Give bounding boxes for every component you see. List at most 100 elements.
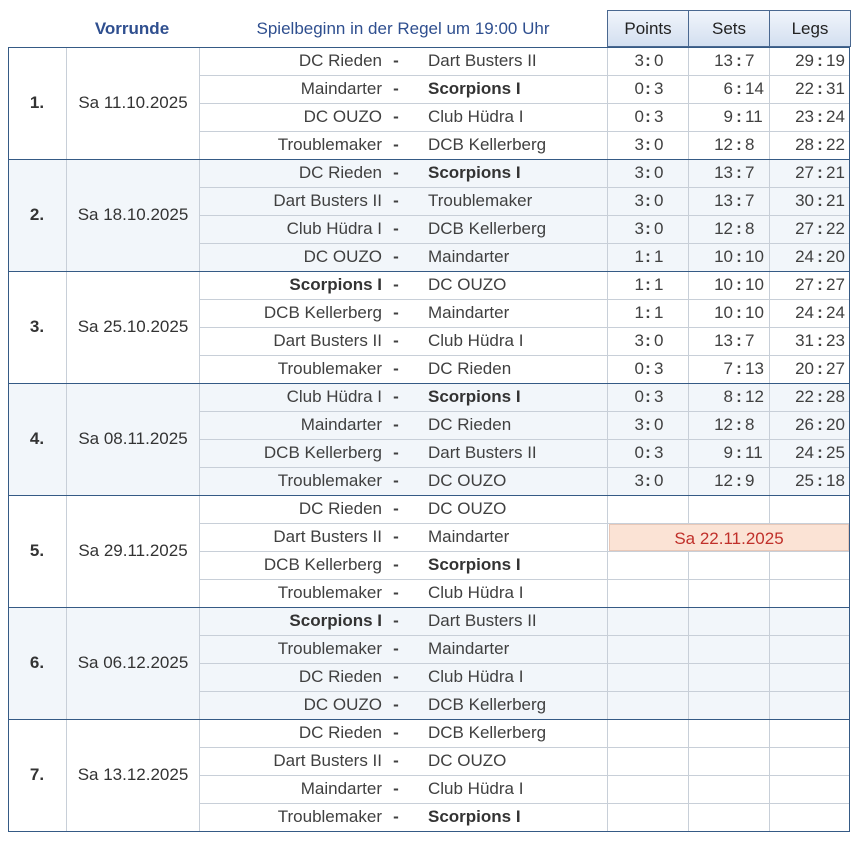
home-team: Troublemaker [277, 583, 382, 602]
points-score: 1:1 [608, 271, 688, 299]
column-divider [199, 271, 200, 383]
legs-home-value: 27 [795, 163, 814, 182]
match-row: DC Rieden - DC OUZO [200, 495, 850, 523]
points-away-value: 3 [654, 107, 664, 126]
row-divider [200, 439, 850, 440]
versus-separator: - [393, 51, 399, 70]
round-block: 6. Sa 06.12.2025 Scorpions I - Dart Busters … [8, 607, 850, 719]
legs-score: 25:18 [770, 467, 850, 495]
away-team: Club Hüdra I [428, 779, 524, 798]
column-divider [199, 607, 200, 719]
row-divider [200, 691, 850, 692]
points-score: 3:0 [608, 327, 688, 355]
points-score: 0:3 [608, 355, 688, 383]
legs-home-value: 31 [795, 331, 814, 350]
score-colon: : [817, 275, 823, 294]
away-team: Club Hüdra I [428, 331, 524, 350]
home-team: DC OUZO [303, 247, 382, 266]
column-divider [688, 495, 689, 607]
legs-score: 23:24 [770, 103, 850, 131]
score-colon: : [736, 79, 742, 98]
away-team: DC Rieden [428, 415, 512, 434]
score-colon: : [817, 191, 823, 210]
points-column-header: Points [607, 10, 689, 47]
sets-home-value: 12 [714, 471, 733, 490]
row-divider [200, 243, 850, 244]
round-divider [8, 719, 850, 720]
match-row: DCB Kellerberg - Maindarter 1:1 10:10 24:24 [200, 299, 850, 327]
versus-separator: - [393, 667, 399, 686]
round-date: Sa 25.10.2025 [77, 317, 189, 336]
points-home-value: 0 [634, 443, 644, 462]
score-colon: : [817, 79, 823, 98]
match-row: DC OUZO - Club Hüdra I 0:3 9:11 23:24 [200, 103, 850, 131]
column-divider [688, 607, 689, 719]
sets-away-value: 8 [745, 135, 755, 154]
column-divider [199, 495, 200, 607]
start-time-info: Spielbeginn in der Regel um 19:00 Uhr [256, 19, 550, 38]
score-colon: : [645, 219, 651, 238]
legs-score: 26:20 [770, 411, 850, 439]
home-team: Dart Busters II [273, 527, 382, 546]
versus-separator: - [393, 415, 399, 434]
points-score: 0:3 [608, 75, 688, 103]
sets-away-value: 10 [745, 303, 764, 322]
versus-separator: - [393, 443, 399, 462]
versus-separator: - [393, 751, 399, 770]
legs-score: 28:22 [770, 131, 850, 159]
home-team: DCB Kellerberg [263, 443, 382, 462]
sets-score: 12:8 [689, 131, 769, 159]
round-number: 5. [29, 541, 45, 560]
sets-home-value: 12 [714, 219, 733, 238]
sets-column-header: Sets [688, 10, 770, 47]
column-divider [607, 159, 608, 271]
away-team: DCB Kellerberg [428, 723, 547, 742]
score-colon: : [817, 471, 823, 490]
points-away-value: 0 [654, 331, 664, 350]
points-away-value: 3 [654, 443, 664, 462]
sets-home-value: 13 [714, 191, 733, 210]
away-team: Maindarter [428, 639, 510, 658]
legs-score: 27:22 [770, 215, 850, 243]
match-row: DC Rieden - DCB Kellerberg [200, 719, 850, 747]
row-divider [200, 467, 850, 468]
sets-home-value: 10 [714, 303, 733, 322]
column-divider [769, 383, 770, 495]
round-divider [8, 47, 850, 48]
row-divider [200, 747, 850, 748]
away-team: Dart Busters II [428, 611, 537, 630]
versus-separator: - [393, 303, 399, 322]
points-home-value: 1 [634, 303, 644, 322]
sets-home-value: 8 [723, 387, 733, 406]
round-number: 2. [29, 205, 45, 224]
column-divider [769, 271, 770, 383]
row-divider [200, 663, 850, 664]
sets-score: 13:7 [689, 47, 769, 75]
score-colon: : [645, 275, 651, 294]
match-row: DCB Kellerberg - Dart Busters II 0:3 9:11 24:… [200, 439, 850, 467]
score-colon: : [817, 219, 823, 238]
legs-home-value: 23 [795, 107, 814, 126]
points-score: 1:1 [608, 299, 688, 327]
score-colon: : [817, 51, 823, 70]
row-divider [200, 523, 850, 524]
versus-separator: - [393, 219, 399, 238]
legs-home-value: 22 [795, 79, 814, 98]
round-number: 3. [29, 317, 45, 336]
legs-home-value: 24 [795, 443, 814, 462]
away-team: DC OUZO [428, 751, 507, 770]
column-divider [66, 383, 67, 495]
home-team: DC OUZO [303, 695, 382, 714]
round-block: 7. Sa 13.12.2025 DC Rieden - DCB Kellerberg D… [8, 719, 850, 831]
round-divider [8, 159, 850, 160]
sets-home-value: 9 [723, 107, 733, 126]
column-divider [688, 47, 689, 159]
column-divider [607, 383, 608, 495]
score-colon: : [736, 163, 742, 182]
versus-separator: - [393, 135, 399, 154]
points-home-value: 3 [634, 191, 644, 210]
match-row: Dart Busters II - DC OUZO [200, 747, 850, 775]
home-team: DC Rieden [298, 163, 382, 182]
points-score: 3:0 [608, 215, 688, 243]
versus-separator: - [393, 611, 399, 630]
